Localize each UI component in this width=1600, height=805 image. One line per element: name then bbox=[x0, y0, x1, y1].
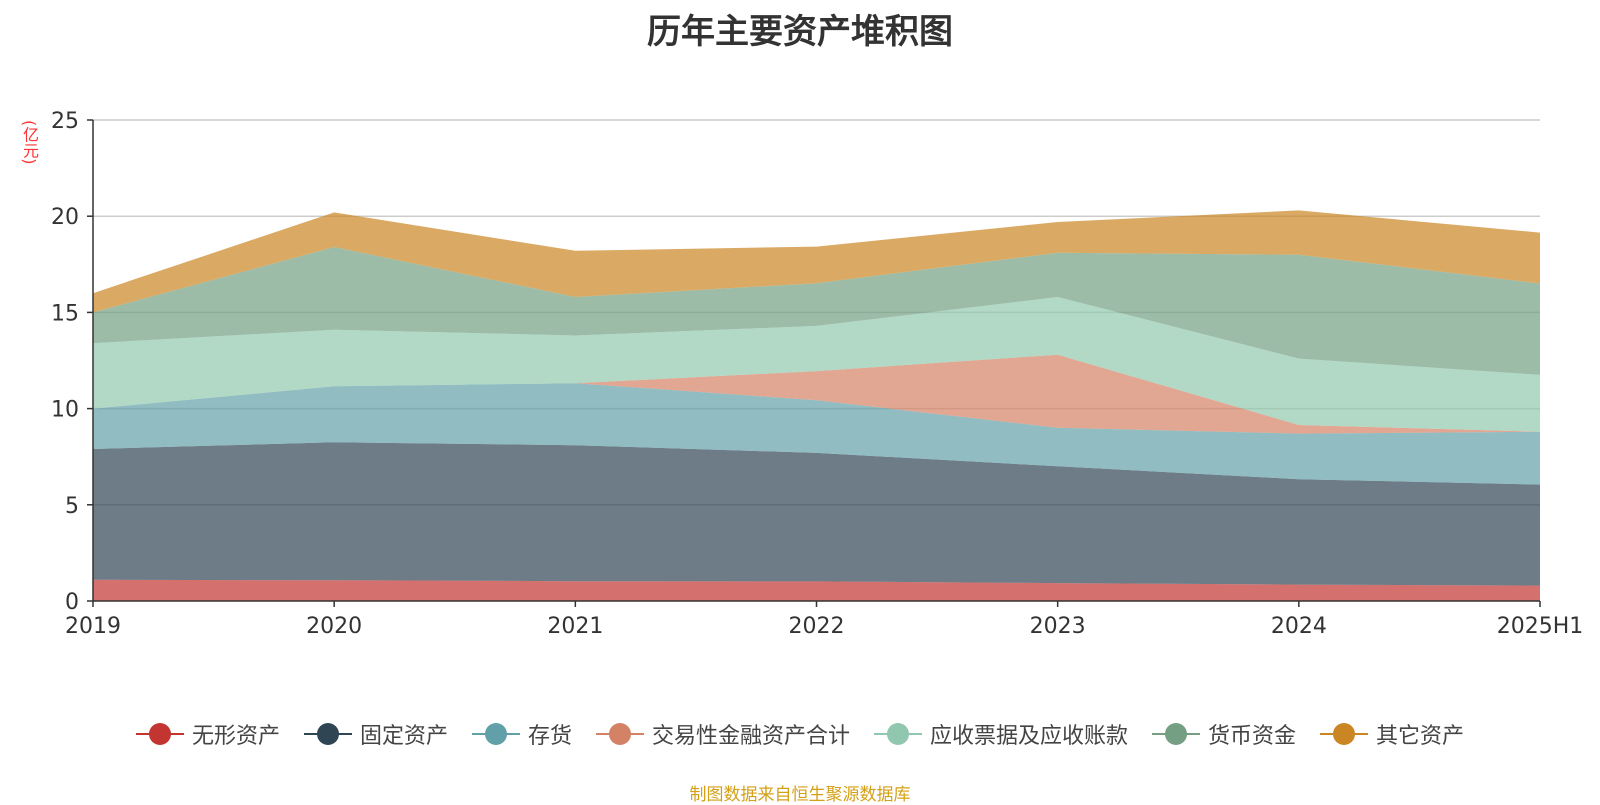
legend-dot bbox=[148, 723, 171, 745]
legend-dot bbox=[608, 723, 631, 745]
legend-item-1[interactable]: 固定资产 bbox=[303, 718, 448, 750]
x-tick-label: 2025H1 bbox=[1497, 614, 1584, 639]
axes: 0 5 10 15 20 25 2019 2020 2021 2022 2023 2024 2025H1 bbox=[51, 109, 1583, 639]
legend-dot bbox=[1165, 723, 1188, 745]
area-series-5 bbox=[93, 247, 1540, 375]
y-tick-label: 5 bbox=[65, 494, 79, 519]
x-tick-label: 2020 bbox=[306, 614, 362, 639]
x-tick-label: 2019 bbox=[65, 614, 121, 639]
chart-title: 历年主要资产堆积图 bbox=[647, 12, 953, 52]
legend-marker bbox=[471, 723, 520, 745]
legend-item-3[interactable]: 交易性金融资产合计 bbox=[595, 718, 850, 750]
legend-marker bbox=[1152, 723, 1201, 745]
legend-dot bbox=[484, 723, 507, 745]
legend-item-0[interactable]: 无形资产 bbox=[135, 718, 280, 750]
legend-item-5[interactable]: 货币资金 bbox=[1152, 718, 1296, 750]
legend-item-4[interactable]: 应收票据及应收账款 bbox=[874, 718, 1128, 750]
y-tick-label: 20 bbox=[51, 205, 79, 230]
legend-item-2[interactable]: 存货 bbox=[471, 718, 572, 750]
legend-label: 交易性金融资产合计 bbox=[651, 724, 850, 749]
area-series-2 bbox=[93, 383, 1540, 485]
legend-marker bbox=[303, 723, 352, 745]
y-tick-label: 25 bbox=[51, 109, 79, 134]
area-series-3 bbox=[93, 354, 1540, 434]
stacked-area-chart: 0 5 10 15 20 25 2019 2020 2021 2022 2023 2024 2025H1 bbox=[51, 109, 1583, 639]
y-tick-label: 15 bbox=[51, 301, 79, 326]
area-series-group bbox=[93, 210, 1540, 601]
legend-dot bbox=[316, 723, 339, 745]
x-tick-label: 2024 bbox=[1271, 614, 1327, 639]
legend-label: 货币资金 bbox=[1208, 724, 1297, 749]
legend-dot bbox=[1333, 723, 1356, 745]
legend-label: 无形资产 bbox=[191, 724, 280, 749]
legend-dot bbox=[887, 723, 909, 745]
legend-label: 应收票据及应收账款 bbox=[930, 724, 1129, 749]
y-axis-label: (亿元) bbox=[20, 120, 39, 165]
legend-marker bbox=[874, 723, 922, 745]
area-series-1 bbox=[93, 442, 1540, 586]
y-tick-label: 0 bbox=[65, 590, 79, 615]
legend: 无形资产 固定资产 存货 交易性金融资产合计 应收票据及应收账款 货币资金 其它资产 bbox=[0, 718, 1600, 750]
x-tick-label: 2022 bbox=[789, 614, 845, 639]
legend-marker bbox=[595, 723, 644, 745]
area-series-0 bbox=[93, 579, 1540, 601]
y-tick-label: 10 bbox=[51, 398, 79, 423]
legend-marker bbox=[1320, 723, 1369, 745]
legend-label: 存货 bbox=[527, 724, 572, 749]
x-tick-label: 2023 bbox=[1030, 614, 1086, 639]
legend-item-6[interactable]: 其它资产 bbox=[1320, 718, 1464, 750]
legend-marker bbox=[135, 723, 184, 745]
legend-label: 固定资产 bbox=[359, 724, 448, 749]
area-series-6 bbox=[93, 210, 1540, 313]
area-series-4 bbox=[93, 297, 1540, 432]
x-tick-label: 2021 bbox=[547, 614, 603, 639]
legend-label: 其它资产 bbox=[1376, 724, 1465, 749]
source-note: 制图数据来自恒生聚源数据库 bbox=[689, 785, 911, 805]
